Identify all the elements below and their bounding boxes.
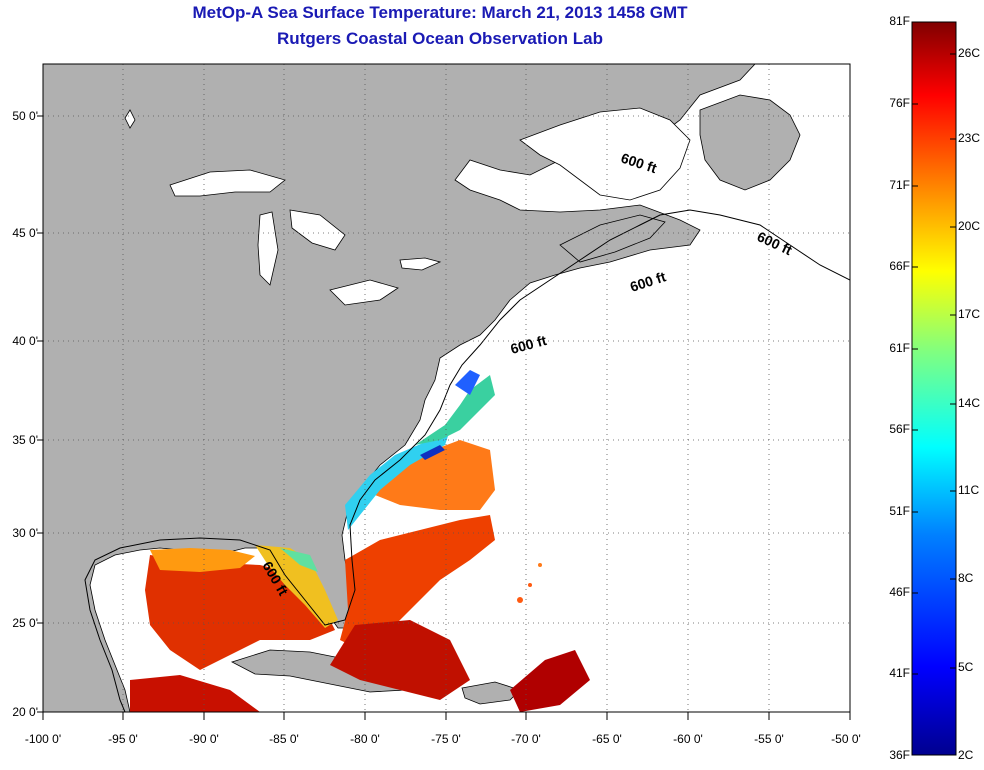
colorbar-f-label: 76F — [889, 96, 910, 110]
colorbar-c-label: 11C — [958, 483, 980, 497]
great-lakes — [124, 109, 442, 306]
lon-label: -65 0' — [592, 732, 622, 746]
colorbar-f-label: 71F — [889, 178, 910, 192]
lat-label: 25 0' — [12, 616, 38, 630]
lon-label: -60 0' — [673, 732, 703, 746]
hispaniola-land — [461, 681, 521, 705]
colorbar-c-label: 17C — [958, 307, 981, 321]
lat-label: 40 0' — [12, 334, 38, 348]
lon-label: -85 0' — [269, 732, 299, 746]
lon-label: -90 0' — [189, 732, 219, 746]
colorbar-f-label: 56F — [889, 422, 910, 436]
axis-ticks — [37, 115, 851, 720]
map-subtitle: Rutgers Coastal Ocean Observation Lab — [277, 29, 603, 48]
colorbar-f-label: 46F — [889, 585, 910, 599]
sst-data — [130, 370, 590, 712]
lon-label: -70 0' — [511, 732, 541, 746]
map-grid — [43, 64, 850, 712]
lon-label: -50 0' — [831, 732, 861, 746]
colorbar-ticks — [912, 21, 956, 675]
colorbar-c-label: 14C — [958, 396, 981, 410]
lon-label: -55 0' — [754, 732, 784, 746]
lon-label: -75 0' — [431, 732, 461, 746]
lat-label: 45 0' — [12, 226, 38, 240]
isobath-600ft — [84, 209, 850, 712]
colorbar — [911, 21, 957, 756]
gulf-of-st-lawrence — [519, 107, 691, 201]
lon-label: -95 0' — [108, 732, 138, 746]
colorbar-f-label: 36F — [889, 748, 910, 762]
colorbar-c-label: 23C — [958, 131, 981, 145]
colorbar-f-label: 81F — [889, 14, 910, 28]
map-title: MetOp-A Sea Surface Temperature: March 2… — [192, 3, 688, 22]
lat-label: 50 0' — [12, 109, 38, 123]
colorbar-c-label: 5C — [958, 660, 974, 674]
colorbar-c-label: 20C — [958, 219, 981, 233]
lat-label: 35 0' — [12, 433, 38, 447]
colorbar-f-label: 61F — [889, 341, 910, 355]
lon-label: -80 0' — [350, 732, 380, 746]
colorbar-c-label: 2C — [958, 748, 974, 762]
colorbar-c-label: 8C — [958, 571, 974, 585]
colorbar-f-label: 66F — [889, 259, 910, 273]
colorbar-f-label: 51F — [889, 504, 910, 518]
colorbar-f-label: 41F — [889, 666, 910, 680]
lat-label: 30 0' — [12, 526, 38, 540]
lon-label: -100 0' — [24, 732, 62, 746]
colorbar-c-label: 26C — [958, 46, 981, 60]
newfoundland-land — [699, 94, 801, 191]
lat-label: 20 0' — [12, 705, 38, 719]
